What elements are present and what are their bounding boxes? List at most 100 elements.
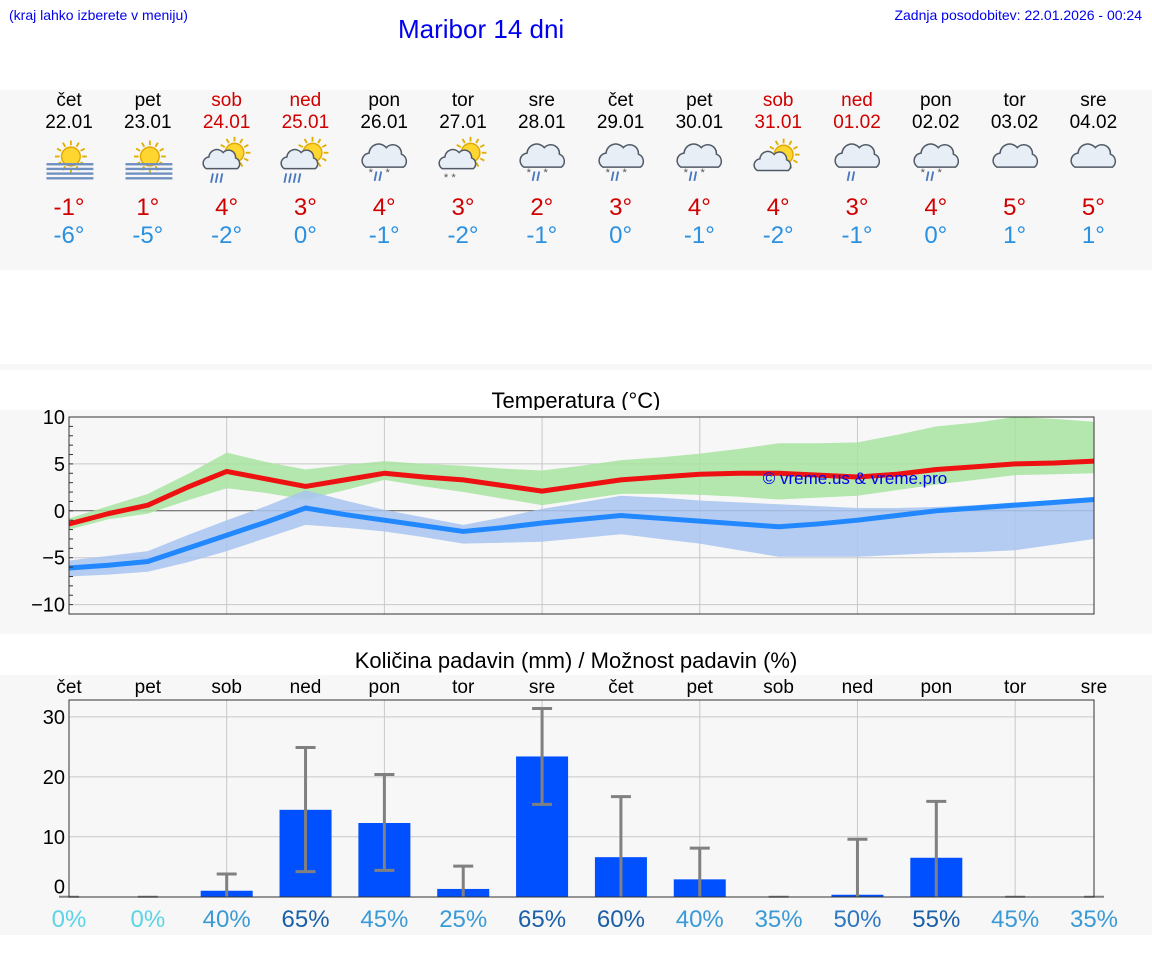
category-label: pet: [687, 677, 714, 698]
temp-min: -2°: [762, 222, 794, 249]
day-date: 01.02: [833, 112, 881, 133]
svg-text:*: *: [920, 167, 925, 179]
sun-cloud-heavy-rain-icon: [280, 136, 329, 183]
cloud-icon: [991, 143, 1038, 168]
temp-max: 4°: [215, 194, 239, 221]
y-tick-label: 0: [54, 501, 65, 523]
day-column: sre 28.01 * * 2° -1°: [502, 90, 581, 250]
temp-max: 4°: [766, 194, 790, 221]
temp-max: 5°: [1081, 194, 1105, 221]
cloud-sleet-icon: * *: [361, 143, 408, 182]
temp-min: 0°: [924, 222, 948, 249]
category-label: tor: [1004, 677, 1027, 698]
category-label: čet: [56, 677, 82, 698]
probability-label: 0%: [131, 906, 166, 933]
probability-label: 60%: [597, 906, 645, 933]
cloud-rain-icon: [834, 143, 881, 182]
temperature-chart-title: Temperatura (°C): [491, 388, 661, 413]
y-tick-label: 5: [54, 454, 65, 476]
svg-text:*: *: [684, 167, 689, 179]
probability-label: 25%: [439, 906, 487, 933]
day-name: sob: [762, 90, 794, 111]
temp-min: 1°: [1003, 222, 1027, 249]
cloud-sleet-icon: * *: [913, 143, 959, 182]
temp-min: -2°: [447, 222, 479, 249]
sun-cloud-rain-icon: [202, 136, 251, 183]
temp-max: 2°: [530, 194, 554, 221]
temp-min: 0°: [609, 222, 633, 249]
day-name: pon: [919, 90, 952, 111]
max-temperature-line: [68, 458, 1095, 527]
temp-max: 4°: [372, 194, 396, 221]
temp-min: -1°: [368, 222, 400, 249]
day-column: ned 25.01 3° 0°: [266, 90, 345, 250]
probability-label: 45%: [360, 906, 408, 933]
day-name: tor: [451, 90, 475, 111]
temp-max: 5°: [1003, 194, 1027, 221]
day-name: pon: [368, 90, 401, 111]
temp-max: 4°: [687, 194, 711, 221]
y-tick-label: 10: [43, 827, 65, 849]
temp-max: -1°: [53, 194, 85, 221]
svg-text:*: *: [369, 167, 374, 179]
y-tick-label: −10: [31, 595, 65, 617]
day-date: 28.01: [518, 112, 566, 133]
temp-min: -5°: [132, 222, 164, 249]
temp-max: 3°: [293, 194, 317, 221]
day-date: 26.01: [360, 112, 408, 133]
category-label: sob: [763, 677, 794, 698]
category-label: ned: [842, 677, 874, 698]
category-label: sre: [1081, 677, 1107, 698]
probability-label: 0%: [52, 906, 87, 933]
page-title: Maribor 14 dni: [398, 14, 565, 44]
watermark: © vreme.us & vreme.pro: [763, 469, 947, 488]
temp-min: 1°: [1081, 222, 1105, 249]
category-label: ned: [290, 677, 322, 698]
probability-label: 55%: [912, 906, 960, 933]
day-column: čet 29.01 * * 3° 0°: [581, 90, 660, 250]
last-update: Zadnja posodobitev: 22.01.2026 - 00:24: [894, 7, 1142, 23]
temp-min: -1°: [526, 222, 558, 249]
sun-cloud-icon: [753, 138, 800, 172]
probability-label: 65%: [282, 906, 330, 933]
probability-label: 40%: [676, 906, 724, 933]
category-label: pon: [369, 677, 401, 698]
day-date: 03.02: [990, 112, 1039, 133]
header-hint: (kraj lahko izberete v meniju): [9, 7, 188, 23]
plot-frame: [68, 416, 1095, 615]
svg-text:*: *: [937, 167, 942, 179]
day-column: ned 01.02 3° -1°: [818, 90, 897, 250]
probability-label: 35%: [755, 906, 803, 933]
day-column: čet 22.01 -1° -6°: [30, 90, 109, 250]
day-name: ned: [841, 90, 873, 111]
temp-min: -1°: [841, 222, 873, 249]
day-name: čet: [56, 90, 82, 111]
day-date: 24.01: [202, 112, 251, 133]
forecast-strip: čet 22.01 -1° -6° pet 23.01 1° -5° sob 24.01 4° -2°…: [0, 90, 1152, 270]
day-column: pon 26.01 * * 4° -1°: [345, 90, 424, 250]
day-column: sob 24.01 4° -2°: [187, 90, 266, 250]
probability-label: 35%: [1070, 906, 1118, 933]
precipitation-chart-title: Količina padavin (mm) / Možnost padavin …: [354, 648, 798, 673]
day-date: 31.01: [754, 112, 802, 133]
sun-fog-icon: [125, 140, 173, 180]
day-name: tor: [1003, 90, 1026, 111]
max-temperature-range: [69, 417, 1094, 530]
probability-label: 65%: [518, 906, 566, 933]
day-column: sob 31.01 4° -2°: [739, 90, 818, 250]
probability-label: 45%: [991, 906, 1039, 933]
temp-max: 1°: [136, 194, 160, 221]
cloud-icon: [1070, 143, 1117, 168]
y-tick-label: −5: [42, 548, 65, 570]
day-date: 22.01: [45, 112, 93, 133]
y-tick-label: 10: [43, 407, 65, 429]
day-column: pon 02.02 * * 4° 0°: [896, 90, 975, 250]
temp-max: 4°: [924, 194, 948, 221]
day-date: 27.01: [439, 112, 487, 133]
day-name: sre: [1080, 90, 1107, 111]
svg-text:*: *: [543, 167, 548, 179]
temp-max: 3°: [609, 194, 633, 221]
svg-text:*: *: [701, 167, 706, 179]
